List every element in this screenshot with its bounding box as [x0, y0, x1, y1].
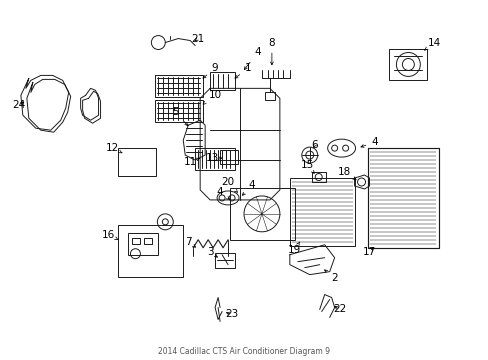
Bar [311, 172, 325, 182]
Text: 9: 9 [203, 63, 218, 78]
Bar [210, 72, 235, 90]
Text: 8: 8 [268, 37, 275, 65]
Text: 23: 23 [225, 310, 238, 319]
Text: 15: 15 [301, 160, 314, 174]
Text: 21: 21 [191, 33, 204, 44]
Text: 6: 6 [311, 140, 317, 150]
Text: 12: 12 [106, 143, 122, 153]
Bar [118, 148, 156, 176]
Text: 10: 10 [203, 90, 221, 104]
Text: 11: 11 [183, 157, 199, 167]
Bar [155, 100, 203, 122]
Bar [229, 188, 294, 240]
Text: 18: 18 [337, 167, 356, 180]
Bar [118, 225, 183, 276]
Text: 20: 20 [221, 177, 237, 192]
Bar [132, 238, 140, 244]
Bar [367, 148, 438, 248]
Text: 14: 14 [424, 37, 440, 50]
Text: 7: 7 [184, 237, 195, 247]
Text: 3: 3 [206, 247, 217, 257]
Text: 5: 5 [172, 107, 187, 126]
Bar [367, 148, 438, 248]
Bar [215, 253, 235, 268]
Text: 24: 24 [12, 100, 25, 110]
Text: 1: 1 [234, 63, 251, 78]
Bar [144, 238, 152, 244]
Text: 4: 4 [244, 48, 261, 69]
Text: 13: 13 [205, 153, 221, 163]
Text: 19: 19 [287, 242, 301, 255]
Text: 4: 4 [360, 137, 377, 147]
Bar [220, 150, 238, 164]
Text: 16: 16 [102, 230, 118, 240]
Text: 17: 17 [362, 247, 375, 257]
Text: 2: 2 [324, 270, 337, 283]
Text: 22: 22 [332, 305, 346, 315]
Bar [264, 92, 274, 100]
Text: 2014 Cadillac CTS Air Conditioner Diagram 9: 2014 Cadillac CTS Air Conditioner Diagra… [158, 347, 330, 356]
Bar [128, 233, 158, 255]
Text: 4: 4 [242, 180, 255, 195]
Bar [155, 75, 203, 97]
Bar [388, 49, 427, 80]
Bar [289, 178, 354, 246]
Text: 4: 4 [216, 187, 229, 199]
Bar [195, 148, 235, 170]
